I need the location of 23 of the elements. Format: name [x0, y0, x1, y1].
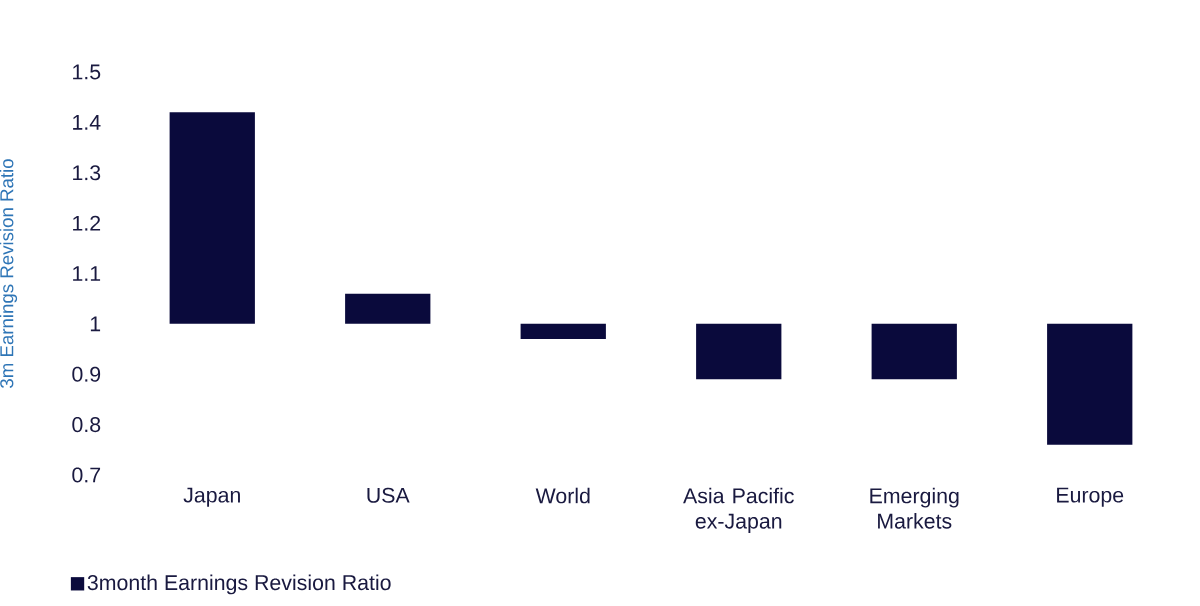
x-tick-label: Asia Pacific ex-Japan [683, 487, 794, 533]
y-tick-label: 1.4 [73, 115, 101, 130]
x-tick-label: Europe [1057, 487, 1124, 507]
x-tick-label: World [535, 487, 590, 504]
x-tick-label: Japan [183, 487, 240, 507]
legend-label: 3month Earnings Revision Ratio [87, 574, 391, 595]
x-tick-label: Emerging Markets [870, 487, 959, 529]
bar [696, 323, 782, 380]
bar [1047, 323, 1133, 445]
y-tick-label: 1.1 [73, 266, 101, 281]
y-tick-label: 0.8 [72, 417, 101, 433]
bar [871, 323, 957, 380]
x-tick-label: USA [367, 487, 410, 503]
bar [169, 112, 255, 324]
y-tick-label: 1.2 [73, 215, 101, 231]
y-tick-label: 0.7 [72, 467, 101, 483]
bar [345, 293, 431, 324]
bar [520, 323, 606, 339]
y-axis-title: 3m Earnings Revision Ratio [0, 159, 18, 388]
y-tick-label: 0.9 [72, 366, 101, 382]
y-tick-label: 1 [90, 316, 101, 332]
y-tick-label: 1.3 [73, 165, 101, 181]
y-tick-label: 1.5 [73, 64, 101, 80]
